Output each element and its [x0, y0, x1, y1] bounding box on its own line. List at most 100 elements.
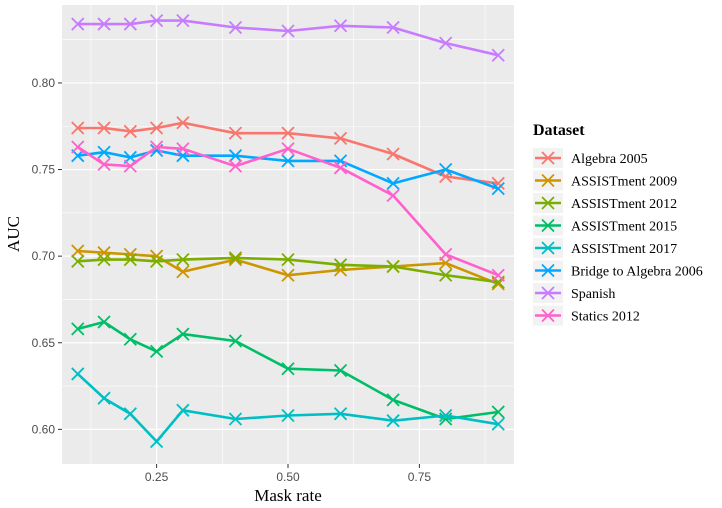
data-point-marker [149, 434, 164, 449]
y-axis-title: AUC [4, 216, 23, 252]
legend-key-marker [541, 196, 555, 210]
data-point-marker [491, 417, 505, 431]
data-point-marker [491, 268, 505, 282]
data-point-marker [97, 391, 111, 405]
data-point-marker [97, 157, 111, 171]
data-point-marker [228, 252, 243, 267]
data-point-marker [71, 254, 85, 268]
data-point-marker [386, 188, 400, 203]
data-point-marker [333, 258, 348, 272]
legend-label: ASSISTment 2015 [571, 220, 677, 235]
legend-key-marker [541, 218, 555, 233]
data-point-marker [97, 145, 111, 159]
major-gridlines [62, 5, 514, 464]
data-point-marker [333, 363, 348, 378]
series-3 [71, 315, 505, 426]
legend-label: Bridge to Algebra 2006 [571, 265, 703, 280]
y-tick-label: 0.75 [32, 163, 56, 177]
legend-title: Dataset [533, 122, 585, 139]
legend-label: Algebra 2005 [571, 152, 648, 167]
data-point-marker [97, 17, 111, 31]
data-point-marker [333, 19, 348, 33]
legend-key-marker [541, 241, 555, 255]
data-point-marker [333, 407, 348, 421]
data-point-marker [97, 252, 111, 267]
data-point-marker [281, 24, 295, 38]
data-point-marker [491, 405, 505, 419]
data-point-marker [491, 181, 505, 196]
legend-label: ASSISTment 2012 [571, 197, 677, 212]
series-6 [71, 13, 505, 62]
y-tick-label: 0.70 [32, 249, 56, 263]
legend-label: ASSISTment 2017 [571, 242, 677, 257]
data-point-marker [228, 20, 243, 35]
x-axis-title: Mask rate [254, 486, 322, 505]
data-point-marker [386, 176, 400, 191]
series-layer [71, 13, 505, 449]
data-point-marker [439, 268, 453, 282]
data-point-marker [281, 142, 295, 156]
data-point-marker [228, 149, 243, 163]
series-2 [71, 251, 505, 289]
x-tick-label: 0.50 [276, 470, 300, 484]
data-point-marker [149, 140, 164, 154]
data-point-marker [149, 121, 164, 135]
data-point-marker [228, 126, 243, 140]
y-tick-label: 0.65 [32, 336, 56, 350]
data-point-marker [123, 124, 137, 139]
data-point-marker [176, 142, 190, 156]
data-point-marker [281, 154, 295, 168]
legend-key-marker [541, 151, 555, 165]
data-point-marker [281, 268, 295, 282]
legend-item: ASSISTment 2017 [533, 238, 677, 258]
legend-item: Statics 2012 [533, 305, 640, 326]
data-point-marker [176, 116, 190, 130]
legend-item: ASSISTment 2009 [533, 170, 677, 191]
legend-label: Statics 2012 [571, 310, 640, 325]
data-point-marker [386, 393, 400, 407]
data-point-marker [123, 407, 137, 421]
data-point-marker [176, 13, 190, 28]
data-point-marker [71, 322, 85, 336]
series-7 [71, 140, 505, 282]
legend-label: Spanish [571, 287, 615, 302]
x-tick-label: 0.75 [408, 470, 432, 484]
data-point-marker [491, 48, 505, 62]
data-point-marker [228, 412, 243, 426]
data-point-marker [333, 161, 348, 175]
data-point-marker [228, 159, 243, 173]
legend-key-marker [541, 286, 555, 300]
data-point-marker [123, 17, 137, 31]
data-point-marker [386, 147, 400, 161]
data-point-marker [228, 334, 243, 348]
data-point-marker [176, 265, 190, 279]
legend-key-marker [541, 173, 555, 188]
legend-key-marker [541, 263, 555, 278]
data-point-marker [123, 252, 137, 267]
data-point-marker [386, 20, 400, 35]
data-point-marker [97, 315, 111, 329]
data-point-marker [386, 414, 400, 428]
data-point-marker [333, 131, 348, 146]
legend-item: ASSISTment 2015 [533, 215, 677, 236]
data-point-marker [71, 140, 85, 154]
x-tick-label: 0.25 [145, 470, 169, 484]
data-point-marker [71, 244, 85, 258]
axis-ticks: 0.25 0.50 0.75 0.60 0.65 0.70 0.75 0.80 [32, 76, 432, 484]
data-point-marker [176, 403, 190, 417]
legend-item: Algebra 2005 [533, 148, 648, 168]
legend-item: Bridge to Algebra 2006 [533, 260, 703, 281]
data-point-marker [439, 247, 453, 262]
legend-label: ASSISTment 2009 [571, 175, 677, 190]
data-point-marker [228, 251, 243, 265]
data-point-marker [123, 332, 137, 346]
legend-key-marker [541, 308, 555, 323]
y-tick-label: 0.80 [32, 76, 56, 90]
data-point-marker [176, 252, 190, 267]
data-point-marker [439, 36, 453, 50]
data-point-marker [386, 259, 400, 274]
y-tick-label: 0.60 [32, 422, 56, 436]
data-point-marker [71, 367, 85, 381]
data-point-marker [71, 121, 85, 135]
